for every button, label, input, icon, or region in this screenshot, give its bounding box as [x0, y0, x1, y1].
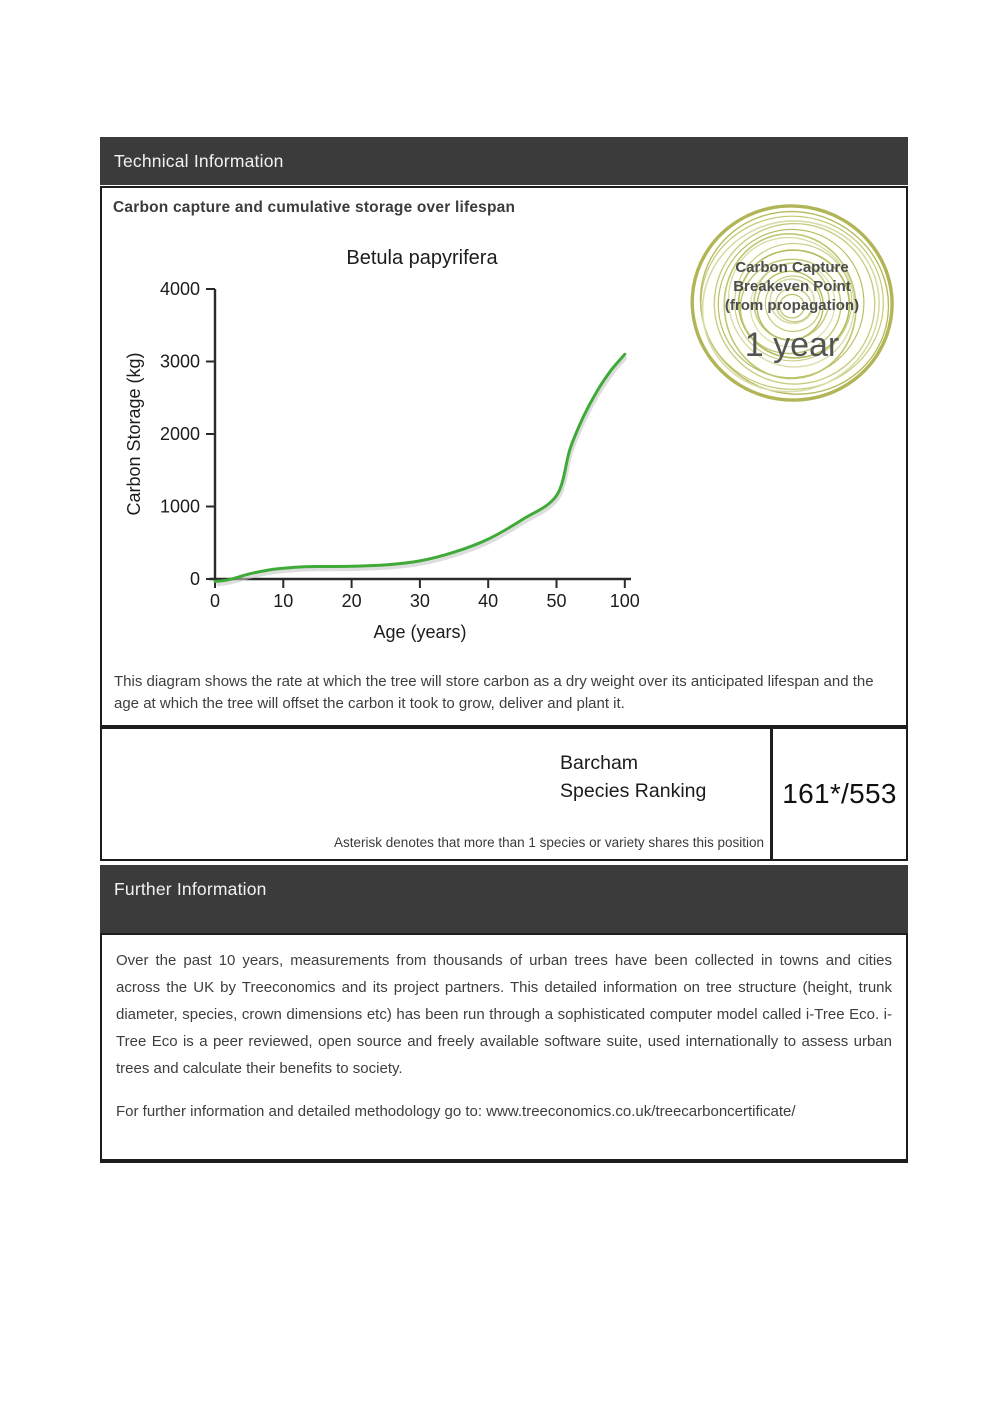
- tree-ring: [727, 236, 855, 368]
- tree-ring: [779, 293, 805, 319]
- technical-information-header: Technical Information: [100, 137, 908, 185]
- x-tick-label: 30: [410, 591, 430, 611]
- badge-title-line2: Breakeven Point: [733, 277, 851, 295]
- further-information-title: Further Information: [114, 879, 267, 899]
- y-tick-label: 0: [190, 569, 200, 589]
- chart-curve: [213, 352, 627, 583]
- ranking-label-line1: Barcham: [560, 752, 639, 774]
- species-ranking-label: Barcham Species Ranking: [560, 749, 706, 805]
- x-tick-label: 10: [273, 591, 293, 611]
- breakeven-value: 1 year: [744, 325, 840, 364]
- species-ranking-left-cell: Barcham Species Ranking Asterisk denotes…: [102, 729, 770, 859]
- x-tick-label: 20: [342, 591, 362, 611]
- x-tick-label: 100: [610, 591, 640, 611]
- y-tick-label: 1000: [160, 497, 200, 517]
- species-ranking-note: Asterisk denotes that more than 1 specie…: [334, 835, 764, 850]
- species-ranking-value: 161*/553: [782, 778, 897, 809]
- ranking-label-line2: Species Ranking: [560, 780, 707, 802]
- chart-section-heading: Carbon capture and cumulative storage ov…: [113, 199, 516, 216]
- x-axis-label: Age (years): [373, 622, 466, 642]
- tree-ring: [775, 287, 813, 323]
- tree-ring: [769, 278, 816, 325]
- breakeven-badge-text: Carbon Capture Breakeven Point (from pro…: [684, 196, 900, 412]
- tree-ring: [701, 220, 880, 393]
- badge-title-line3: (from propagation): [724, 296, 860, 314]
- tree-ring: [764, 275, 822, 332]
- y-tick-label: 4000: [160, 279, 200, 299]
- y-axis-label: Carbon Storage (kg): [124, 352, 144, 515]
- methodology-url-line: For further information and detailed met…: [116, 1103, 796, 1120]
- chart-section: Carbon capture and cumulative storage ov…: [100, 186, 908, 727]
- certificate-content: Technical Information Carbon capture and…: [100, 137, 908, 1163]
- y-tick-label: 2000: [160, 424, 200, 444]
- tree-ring: [700, 215, 884, 390]
- x-tick-label: 40: [478, 591, 498, 611]
- tree-ring: [723, 233, 857, 380]
- tree-ring: [734, 242, 853, 362]
- species-ranking-value-cell: 161*/553: [770, 729, 906, 859]
- chart-description: This diagram shows the rate at which the…: [114, 673, 874, 712]
- tree-ring: [737, 249, 851, 359]
- y-tick-label: 3000: [160, 352, 200, 372]
- technical-information-title: Technical Information: [114, 150, 284, 171]
- tree-ring: [713, 222, 876, 385]
- further-information-header: Further Information: [100, 865, 908, 933]
- x-tick-label: 50: [546, 591, 566, 611]
- species-ranking-section: Barcham Species Ranking Asterisk denotes…: [100, 727, 908, 861]
- further-information-paragraph: Over the past 10 years, measurements fro…: [116, 952, 892, 1077]
- tree-rings-icon: [690, 204, 894, 402]
- badge-title-line1: Carbon Capture: [735, 258, 849, 276]
- breakeven-badge: Carbon Capture Breakeven Point (from pro…: [684, 196, 900, 412]
- further-information-section: Over the past 10 years, measurements fro…: [100, 933, 908, 1163]
- chart-title: Betula papyrifera: [346, 247, 498, 269]
- curve-shadow: [216, 356, 628, 587]
- tree-ring: [756, 270, 824, 341]
- tree-ring: [739, 258, 842, 355]
- x-tick-label: 0: [210, 591, 220, 611]
